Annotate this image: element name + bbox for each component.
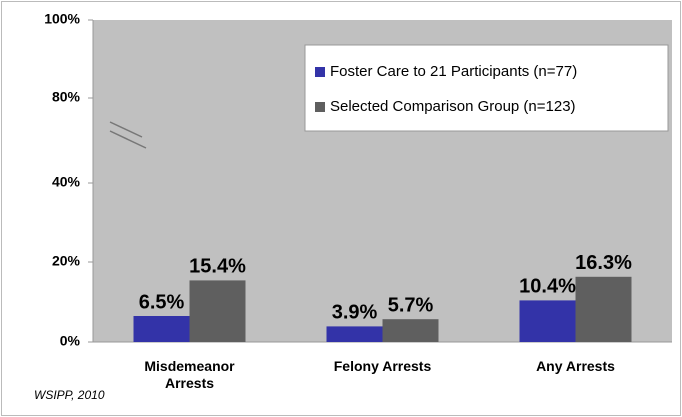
axis-break bbox=[109, 121, 143, 138]
y-tick-label: 100% bbox=[44, 11, 80, 27]
x-tick-label: Misdemeanor Arrests bbox=[144, 358, 235, 391]
bar bbox=[575, 276, 632, 342]
legend-label: Foster Care to 21 Participants (n=77) bbox=[330, 63, 577, 80]
legend bbox=[304, 44, 669, 132]
data-label: 5.7% bbox=[388, 294, 434, 316]
y-tick-label: 0% bbox=[60, 333, 81, 349]
axis-break bbox=[109, 130, 147, 149]
x-tick-label: Felony Arrests bbox=[333, 358, 432, 374]
legend-label: Selected Comparison Group (n=123) bbox=[330, 98, 576, 115]
legend-swatch bbox=[315, 67, 325, 77]
y-tick-label: 40% bbox=[52, 174, 81, 190]
data-label: 16.3% bbox=[575, 252, 632, 274]
bar bbox=[382, 319, 439, 342]
data-label: 3.9% bbox=[332, 302, 378, 324]
y-tick-label: 20% bbox=[52, 253, 81, 269]
bar bbox=[189, 280, 246, 342]
source-note: WSIPP, 2010 bbox=[34, 388, 105, 402]
bar bbox=[326, 326, 383, 342]
bar bbox=[519, 300, 576, 342]
y-tick-label: 80% bbox=[52, 89, 81, 105]
bar bbox=[133, 316, 190, 342]
data-label: 6.5% bbox=[139, 291, 185, 313]
data-label: 15.4% bbox=[189, 256, 246, 278]
x-tick-label: Any Arrests bbox=[536, 358, 615, 374]
legend-swatch bbox=[315, 102, 325, 112]
data-label: 10.4% bbox=[519, 276, 576, 298]
